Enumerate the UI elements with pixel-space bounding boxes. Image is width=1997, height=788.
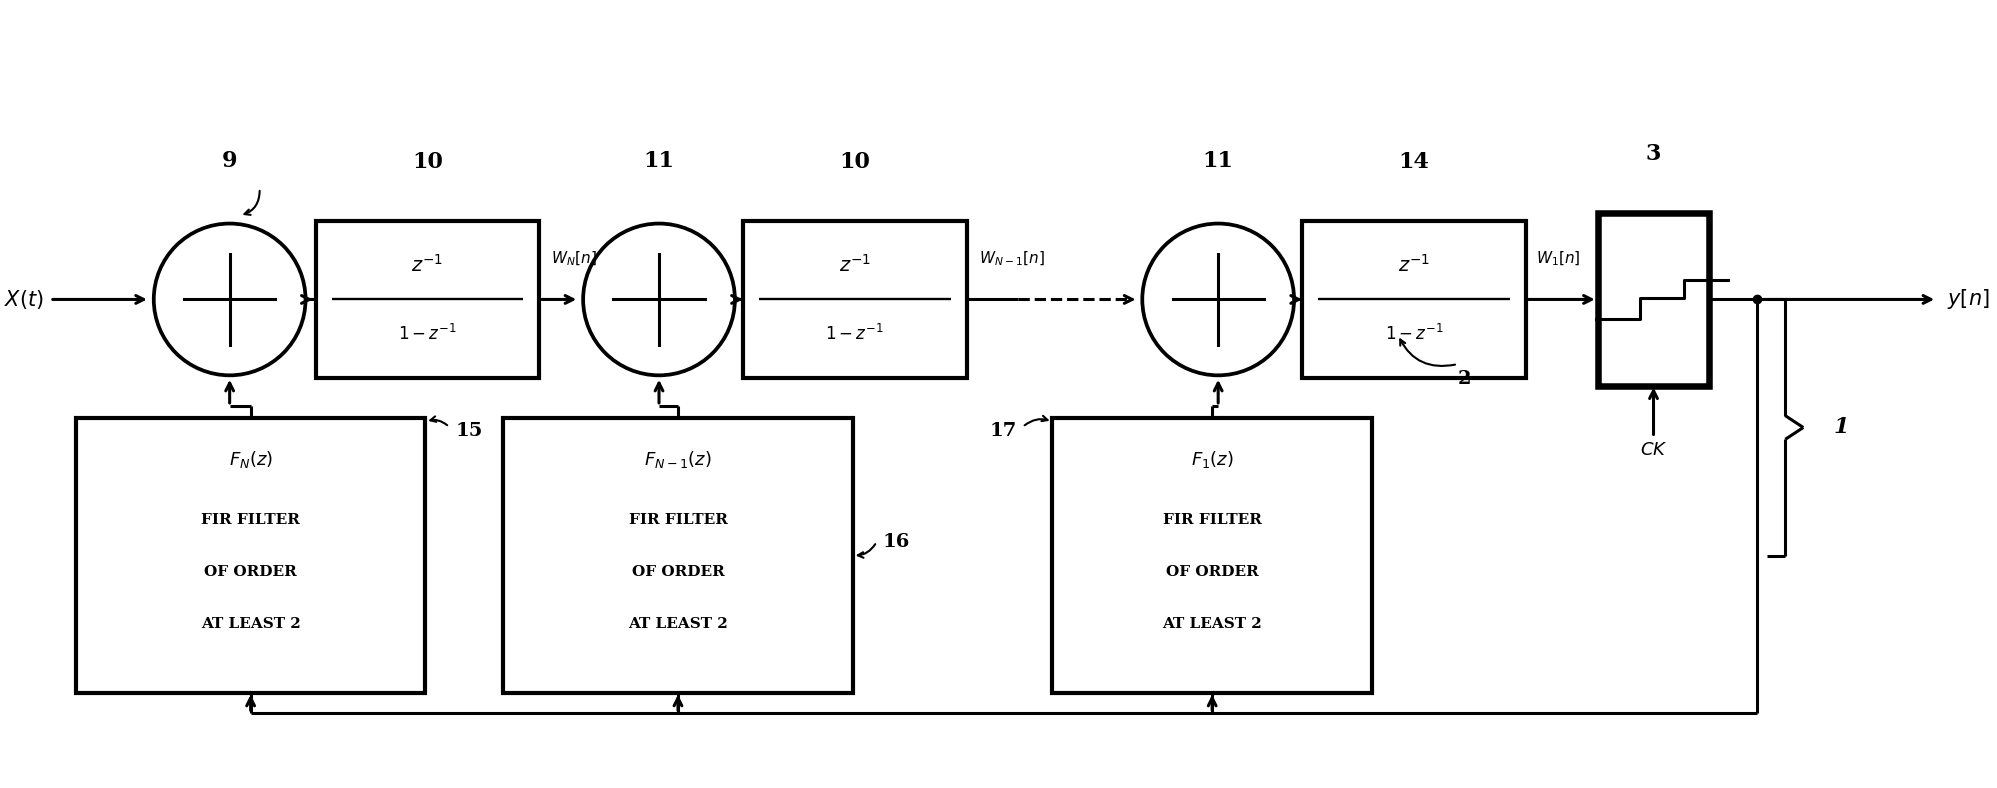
Text: 16: 16 [883,533,911,551]
Text: AT LEAST 2: AT LEAST 2 [629,618,727,631]
Text: $CK$: $CK$ [1640,441,1667,459]
Text: FIR FILTER: FIR FILTER [202,513,300,526]
Text: $W_{N-1}\left[n\right]$: $W_{N-1}\left[n\right]$ [979,250,1044,268]
Text: $F_N(z)$: $F_N(z)$ [228,448,274,470]
Text: $W_1\left[n\right]$: $W_1\left[n\right]$ [1536,250,1580,268]
Bar [1052,418,1372,693]
Text: $W_N\left[n\right]$: $W_N\left[n\right]$ [551,250,597,268]
Bar [76,418,425,693]
Text: $1 - z^{-1}$: $1 - z^{-1}$ [1384,324,1444,344]
Text: $\mathit{y[n]}$: $\mathit{y[n]}$ [1947,288,1989,311]
Text: $1 - z^{-1}$: $1 - z^{-1}$ [397,324,457,344]
Text: 3: 3 [1646,143,1662,165]
Bar [316,221,539,378]
Text: 15: 15 [455,422,483,440]
Text: 17: 17 [989,422,1016,440]
Text: 10: 10 [839,151,871,173]
Text: 11: 11 [1202,151,1234,173]
Text: $z^{-1}$: $z^{-1}$ [411,254,443,276]
Bar [1598,213,1709,386]
Text: 11: 11 [643,151,675,173]
Text: $\mathit{X(t)}$: $\mathit{X(t)}$ [4,288,44,311]
Text: AT LEAST 2: AT LEAST 2 [1162,618,1262,631]
Text: $1 - z^{-1}$: $1 - z^{-1}$ [825,324,885,344]
Text: 10: 10 [411,151,443,173]
Text: FIR FILTER: FIR FILTER [1162,513,1262,526]
Text: $F_1(z)$: $F_1(z)$ [1190,448,1234,470]
Bar [1302,221,1526,378]
Text: 2: 2 [1458,370,1472,388]
Text: OF ORDER: OF ORDER [1166,565,1258,579]
Text: OF ORDER: OF ORDER [631,565,725,579]
Text: $z^{-1}$: $z^{-1}$ [1398,254,1430,276]
Text: OF ORDER: OF ORDER [204,565,298,579]
Text: 9: 9 [222,151,238,173]
Text: FIR FILTER: FIR FILTER [629,513,727,526]
Text: $z^{-1}$: $z^{-1}$ [839,254,871,276]
Text: 14: 14 [1398,151,1430,173]
Bar [503,418,853,693]
Bar [743,221,967,378]
Text: AT LEAST 2: AT LEAST 2 [202,618,300,631]
Text: 1: 1 [1833,417,1849,438]
Text: $F_{N-1}(z)$: $F_{N-1}(z)$ [645,448,711,470]
